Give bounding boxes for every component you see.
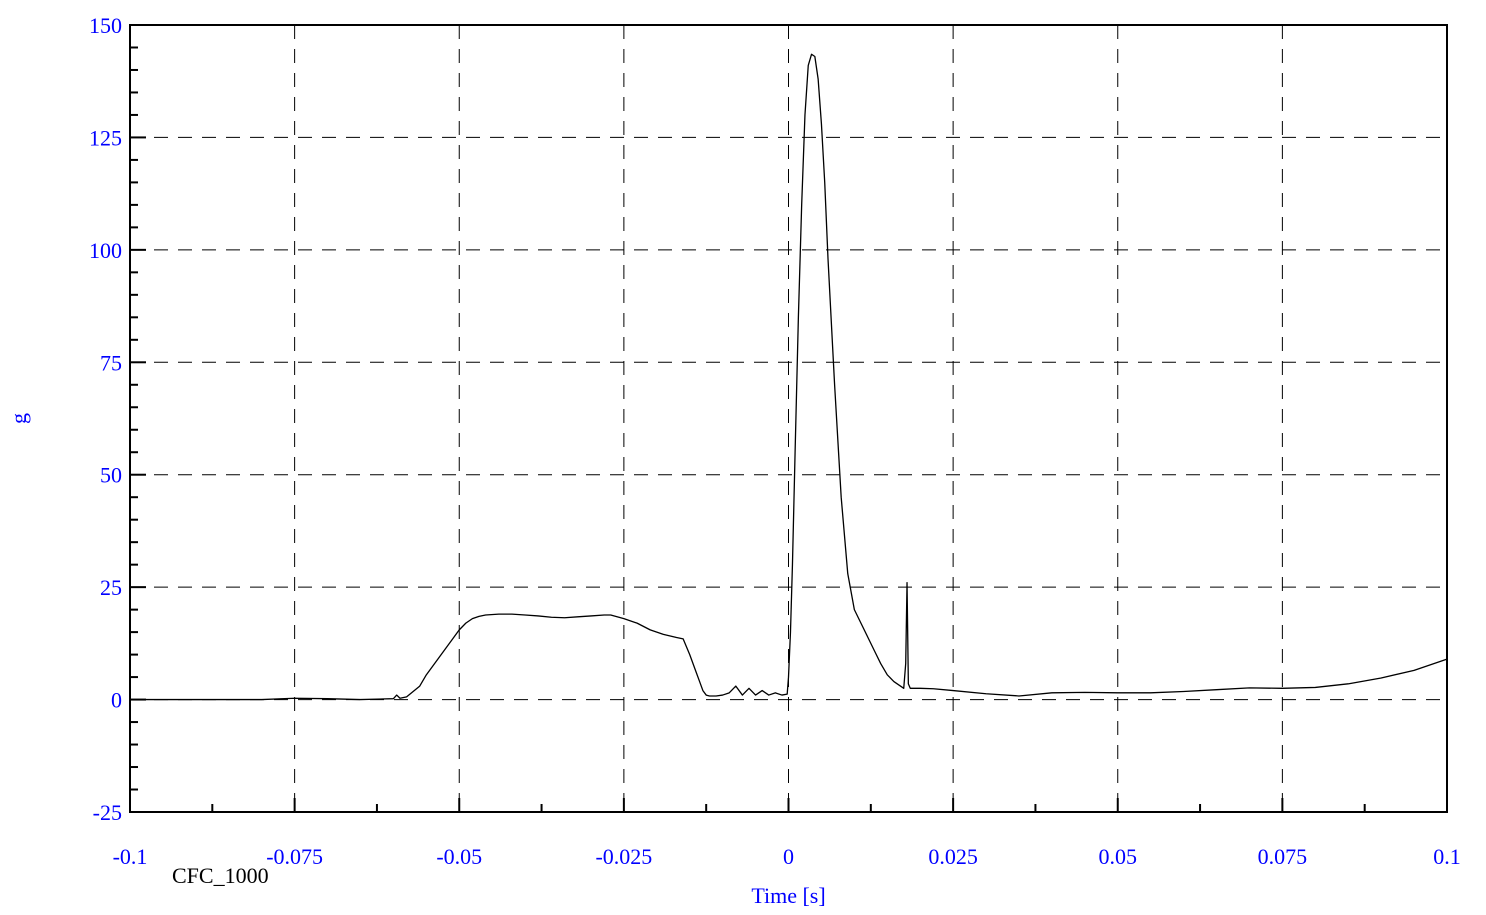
x-tick-label: 0.05: [1099, 844, 1138, 869]
y-tick-label: 125: [89, 125, 122, 150]
series-line: [130, 53, 1448, 701]
x-tick-label: -0.05: [436, 844, 482, 869]
x-tick-label: 0.1: [1433, 844, 1461, 869]
x-tick-label: -0.075: [266, 844, 323, 869]
grid-lines: [130, 25, 1447, 812]
tick-labels: -0.1 -0.075 -0.05 -0.025 0 0.025 0.05 0.075 0.1 -…: [89, 13, 1461, 869]
x-tick-label: 0.025: [928, 844, 978, 869]
y-tick-label: 75: [100, 350, 122, 375]
x-axis-title: Time [s]: [751, 883, 825, 908]
y-tick-label: 150: [89, 13, 122, 38]
filter-class-annotation: CFC_1000: [172, 863, 269, 888]
x-tick-label: -0.025: [595, 844, 652, 869]
y-axis-title: g: [6, 413, 31, 424]
y-tick-label: 25: [100, 575, 122, 600]
x-tick-label: 0: [783, 844, 794, 869]
y-tick-label: 0: [111, 688, 122, 713]
y-tick-label: 50: [100, 463, 122, 488]
y-tick-label: -25: [93, 800, 122, 825]
x-tick-label: 0.075: [1258, 844, 1308, 869]
axis-ticks: [129, 24, 1448, 813]
x-tick-label: -0.1: [113, 844, 148, 869]
trace-layer: [130, 53, 1448, 701]
y-tick-label: 100: [89, 238, 122, 263]
